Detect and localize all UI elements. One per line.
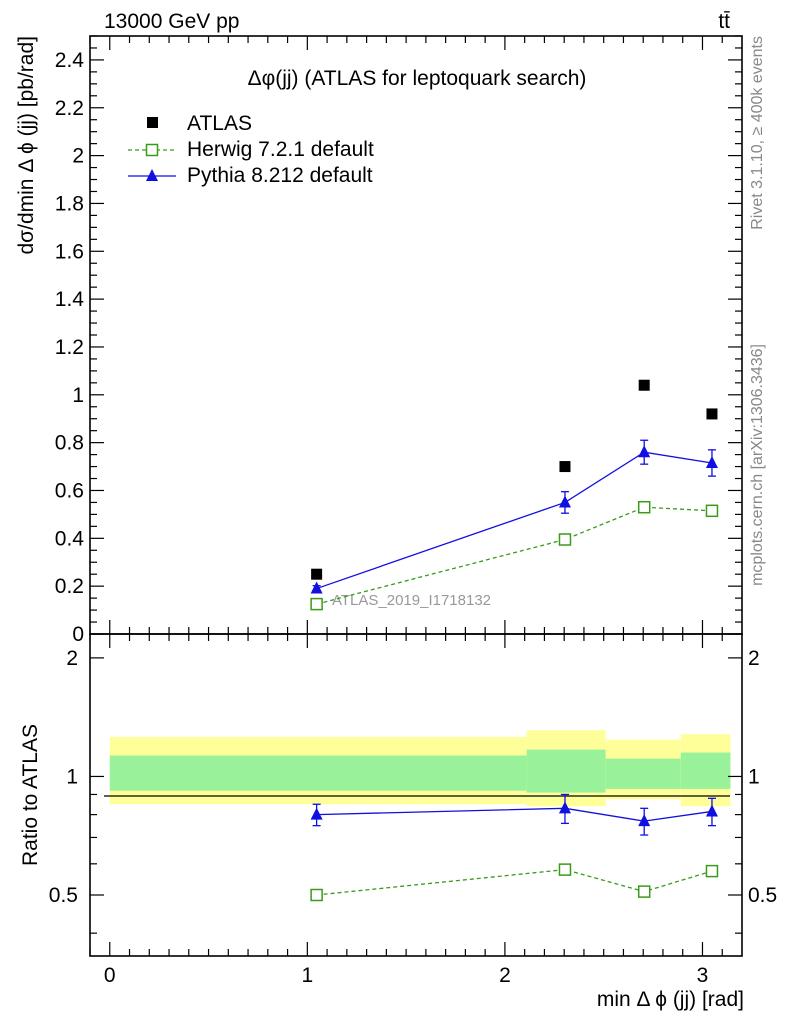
process-label: tt̄: [718, 10, 730, 33]
legend-atlas-label: ATLAS: [187, 112, 252, 135]
ratio-y-axis-label: Ratio to ATLAS: [19, 724, 42, 866]
ratio-plot-panel: 0.5 0.5 1 1 2 2 0 1 2 3 Ratio to ATLAS min Δ ϕ (j…: [19, 633, 777, 1011]
legend-atlas-marker: [147, 117, 158, 128]
y-tick-label: 2: [72, 145, 84, 168]
main-y-axis-label: dσ/dmin Δ ϕ (jj) [pb/rad]: [15, 36, 38, 255]
herwig-point: [558, 533, 572, 546]
y-tick-label: 0.4: [55, 527, 85, 550]
atlas-point: [706, 408, 718, 420]
ratio-pythia-point: [705, 804, 718, 817]
y-tick-label: 0.8: [55, 432, 84, 455]
legend-pythia-marker: [146, 169, 158, 181]
ratio-herwig-point: [558, 863, 572, 876]
uncertainty-band-inner: [109, 755, 527, 791]
herwig-point: [637, 500, 651, 514]
legend-herwig-marker: [145, 143, 159, 157]
y-tick-label: 1.4: [55, 288, 85, 311]
herwig-line: [316, 506, 713, 605]
x-tick-label: 3: [697, 964, 709, 987]
ratio-y-tick-label: 0.5: [49, 884, 78, 907]
y-tick-label: 2.2: [55, 97, 84, 120]
x-tick-label: 1: [301, 964, 313, 987]
atlas-point: [559, 461, 571, 473]
ratio-pythia-point: [558, 801, 571, 814]
x-axis-label: min Δ ϕ (jj) [rad]: [597, 988, 744, 1011]
atlas-point: [638, 379, 650, 391]
legend: ATLAS Herwig 7.2.1 default Pythia 8.212 …: [128, 112, 374, 187]
y-tick-label: 1: [72, 384, 84, 407]
ratio-pythia-point: [638, 814, 651, 827]
ratio-y-tick-label-right: 2: [748, 647, 760, 670]
pythia-point: [638, 445, 651, 458]
ratio-pythia-point: [310, 807, 323, 820]
mcplots-label: mcplots.cern.ch [arXiv:1306.3436]: [749, 344, 766, 586]
pythia-line: [316, 451, 713, 590]
ratio-herwig-point: [637, 885, 651, 898]
uncertainty-band-inner: [605, 758, 681, 789]
herwig-point: [705, 504, 719, 518]
y-tick-label: 0.6: [55, 479, 84, 502]
ratio-y-tick-label: 1: [66, 765, 78, 788]
ratio-y-tick-label: 2: [66, 647, 78, 670]
uncertainty-band-inner: [526, 749, 606, 793]
y-tick-label: 1.2: [55, 336, 84, 359]
y-tick-label: 2.4: [55, 49, 85, 72]
atlas-point: [311, 568, 323, 580]
y-tick-label: 1.6: [55, 240, 84, 263]
analysis-watermark: ATLAS_2019_I1718132: [332, 592, 491, 609]
y-tick-label: 0: [72, 623, 84, 646]
pythia-point: [558, 495, 571, 508]
herwig-point: [310, 597, 323, 611]
legend-herwig-label: Herwig 7.2.1 default: [187, 138, 374, 161]
energy-label: 13000 GeV pp: [104, 10, 239, 33]
plot-title: Δφ(jj) (ATLAS for leptoquark search): [248, 67, 587, 90]
legend-pythia-label: Pythia 8.212 default: [187, 164, 373, 187]
y-tick-label: 1.8: [55, 192, 84, 215]
pythia-point: [310, 581, 323, 594]
ratio-herwig-line: [316, 868, 713, 896]
ratio-herwig-point: [310, 888, 323, 902]
ratio-y-tick-label-right: 0.5: [748, 884, 777, 907]
rivet-version-label: Rivet 3.1.10, ≥ 400k events: [749, 36, 766, 230]
pythia-point: [705, 455, 718, 468]
uncertainty-band-inner: [680, 752, 731, 789]
y-tick-label: 0.2: [55, 575, 84, 598]
x-tick-label: 2: [499, 964, 511, 987]
main-plot-panel: 0 0.2 0.4 0.6 0.8 1 1.2 1.4 1.6 1.8 2 2.2 2.4 dσ/dmi…: [15, 35, 743, 646]
ratio-y-tick-label-right: 1: [748, 765, 760, 788]
ratio-herwig-point: [705, 864, 719, 878]
x-tick-label: 0: [104, 964, 116, 987]
ratio-pythia-line: [316, 807, 713, 822]
